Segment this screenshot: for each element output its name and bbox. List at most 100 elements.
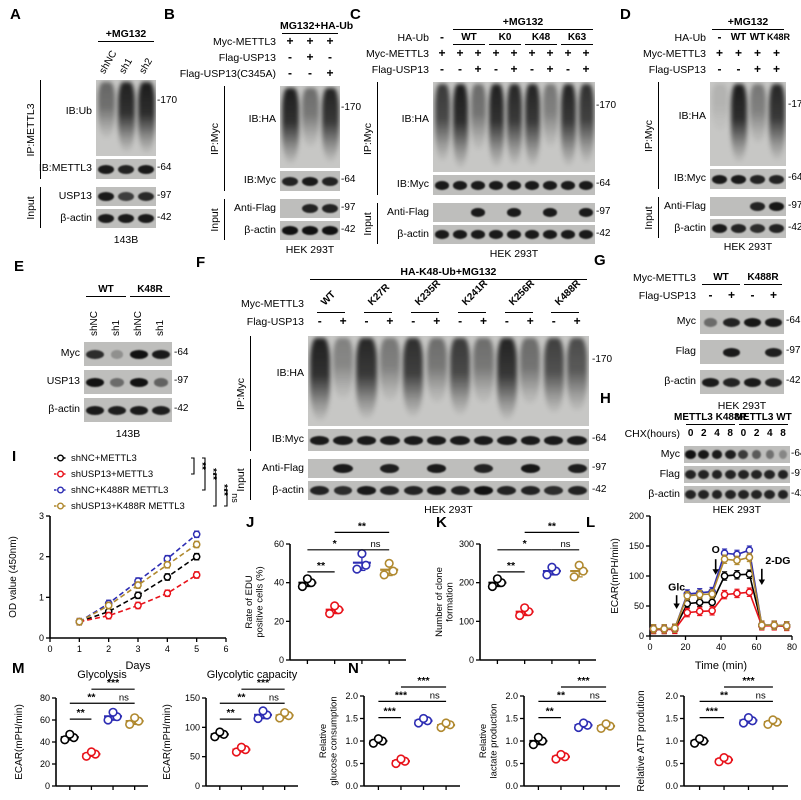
svg-text:0.5: 0.5 [665,759,678,769]
protein-band [129,377,149,387]
data-point [253,713,263,724]
condition-value: - [566,62,570,76]
ub-smear [434,83,450,161]
cell-line-label: HEK 293T [489,248,539,260]
ip-bracket-label-text: IP:Myc [362,122,374,155]
condition-value: + [727,288,735,302]
svg-text:ECAR(mPH/min): ECAR(mPH/min) [610,538,621,614]
condition-value: 4 [714,428,720,439]
dot-group [275,708,294,723]
protein-band [356,435,377,445]
ub-smear [379,337,401,401]
svg-text:1: 1 [39,592,44,602]
underline [86,296,126,298]
mw-marker: -97 [341,201,356,213]
protein-band [152,405,170,415]
svg-text:40: 40 [40,737,50,747]
ip-bracket-label-text: IP:METTL3 [25,102,37,157]
chart-panel-N3: 0.0 0.5 1.0 1.5 2.0 Relative ATP prodution ***… [632,664,798,798]
protein-band [723,317,740,327]
group-label-text: K235R [413,278,444,308]
panel-letter-A: A [10,6,21,23]
blot-target-label: Anti-Flag [386,205,429,218]
ip-bracket-line [377,203,379,244]
blot-strip [96,209,156,228]
blot-target-label: β-actin [648,487,680,500]
condition-value: - [494,62,498,76]
injection-arrow [673,603,680,609]
protein-band [743,317,762,327]
svg-text:***: *** [577,675,590,687]
condition-value: + [734,46,742,60]
condition-value: - [440,62,444,76]
data-point [547,562,557,572]
cell-line-label: HEK 293T [424,504,473,516]
protein-band [698,470,710,479]
group-label-text: K256R [506,278,537,308]
protein-band [497,486,517,495]
group-row-label: Myc-METTL3 [633,272,696,284]
dot-group [325,601,344,619]
condition-value: - [411,314,416,328]
svg-text:**: ** [227,707,236,719]
protein-band [452,180,468,190]
dot-group [352,549,371,574]
underline [686,424,735,426]
protein-band [450,486,470,495]
condition-value: - [736,62,741,76]
data-point [418,713,429,724]
blot-target-label: IB:Myc [673,172,706,184]
protein-band [97,214,115,223]
condition-value: + [510,62,518,76]
panel-letter-L: L [586,514,596,531]
dot-group [210,727,229,742]
ub-smear [524,83,540,166]
chart-panel-N2: 0.0 0.5 1.0 1.5 2.0 Relative lactate productio… [474,664,624,798]
protein-band [730,174,747,184]
svg-text:60: 60 [40,715,50,725]
ub-smear [449,337,471,415]
ub-smear [117,81,135,152]
data-point [384,558,394,568]
mw-marker: -170 [596,100,617,111]
panel-letter-N: N [348,660,359,677]
svg-text:**: ** [87,691,96,703]
protein-band [488,230,504,239]
svg-text:**: ** [237,691,246,703]
svg-text:Glycolysis: Glycolysis [77,669,127,681]
protein-band [738,490,749,499]
svg-text:ECAR(mPH/min): ECAR(mPH/min) [14,704,25,780]
blot-strip [700,370,784,394]
condition-value: 0 [687,428,694,439]
svg-text:ns: ns [230,493,240,503]
mw-marker: -97 [592,461,607,473]
dot-group [125,713,144,730]
condition-value: + [326,66,334,80]
ub-smear [356,337,377,419]
svg-text:0: 0 [39,633,44,643]
lane-label-text: shNC [89,310,100,336]
dot-group [379,558,399,580]
protein-band [578,180,594,190]
blot-target-label: Anti-Flag [663,199,706,212]
underline [453,29,593,31]
underline [738,424,788,426]
protein-band [488,180,504,190]
protein-band [380,486,400,495]
blot-target-label: Myc [60,347,80,359]
protein-band [711,450,723,459]
svg-text:shNC+K488R METTL3: shNC+K488R METTL3 [71,485,168,496]
data-point [65,729,75,739]
mw-marker: -64 [157,162,172,173]
protein-band [764,317,783,327]
protein-band [685,450,697,459]
data-point [520,603,530,613]
svg-text:shUSP13+K488R METTL3: shUSP13+K488R METTL3 [71,501,185,512]
data-point [533,732,544,742]
protein-band [427,486,447,495]
mw-marker: -97 [788,199,801,211]
condition-label: HA-Ub [674,32,706,44]
protein-band [520,435,540,445]
protein-band [749,202,766,211]
condition-label: Flag-USP13 [638,290,696,302]
